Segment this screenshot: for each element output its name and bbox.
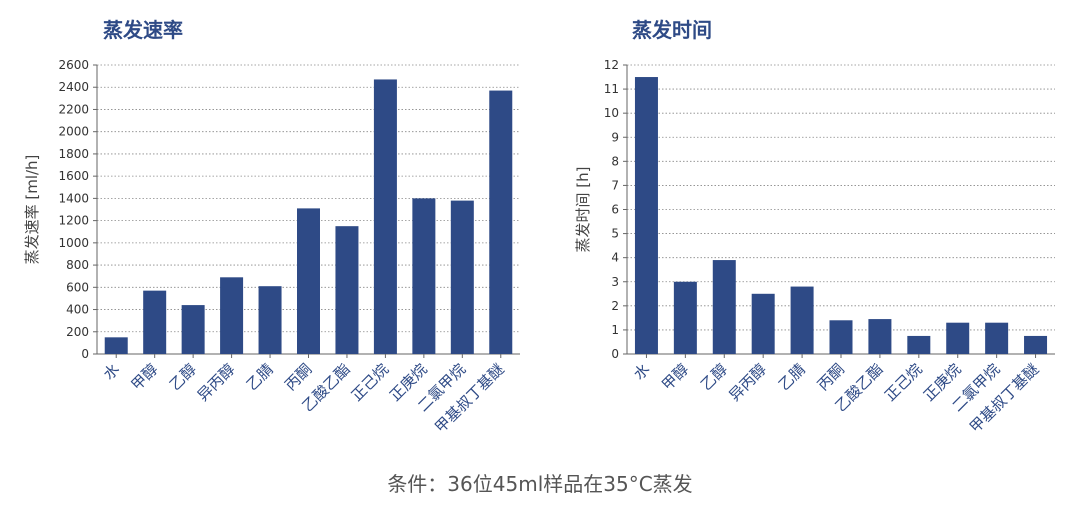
time-category-label: 乙腈 xyxy=(775,360,809,394)
time-y-axis-label: 蒸发时间 [h] xyxy=(574,167,592,253)
rate-bar xyxy=(258,286,282,354)
time-y-tick-label: 6 xyxy=(611,203,619,217)
time-bar xyxy=(1024,335,1048,354)
time-category-label: 异丙醇 xyxy=(725,360,770,405)
rate-bar xyxy=(181,305,205,354)
time-y-tick-label: 4 xyxy=(611,251,619,265)
experiment-condition-caption: 条件：36位45ml样品在35°C蒸发 xyxy=(387,472,693,496)
time-y-tick-label: 11 xyxy=(604,82,619,96)
time-y-tick-label: 12 xyxy=(604,58,619,72)
rate-bar xyxy=(104,337,128,354)
rate-category-label: 异丙醇 xyxy=(194,360,239,405)
time-category-label: 甲醇 xyxy=(658,360,692,394)
rate-y-tick-label: 200 xyxy=(66,325,89,339)
time-y-tick-label: 9 xyxy=(611,130,619,144)
rate-bar xyxy=(373,79,397,354)
time-y-tick-label: 0 xyxy=(611,347,619,361)
time-category-label: 丙酮 xyxy=(814,360,848,394)
evaporation-time-chart-title: 蒸发时间 xyxy=(632,18,712,42)
time-y-tick-label: 7 xyxy=(611,178,619,192)
rate-y-tick-label: 400 xyxy=(66,303,89,317)
time-bar xyxy=(907,335,931,354)
rate-bar xyxy=(335,226,359,354)
rate-y-tick-label: 2200 xyxy=(58,102,89,116)
rate-bar xyxy=(143,290,167,354)
rate-y-tick-label: 1600 xyxy=(58,169,89,183)
time-y-tick-label: 8 xyxy=(611,154,619,168)
rate-y-tick-label: 600 xyxy=(66,280,89,294)
time-category-label: 水 xyxy=(630,360,653,383)
rate-y-tick-label: 1200 xyxy=(58,214,89,228)
rate-y-tick-label: 2400 xyxy=(58,80,89,94)
rate-bar xyxy=(450,200,474,354)
rate-category-label: 丙酮 xyxy=(281,360,315,394)
time-y-tick-label: 10 xyxy=(604,106,619,120)
time-bar xyxy=(868,319,892,354)
rate-y-tick-label: 1400 xyxy=(58,191,89,205)
time-bar xyxy=(673,281,697,354)
time-bar xyxy=(712,260,736,354)
time-y-tick-label: 5 xyxy=(611,227,619,241)
evaporation-rate-chart: 0 200 400 600 800 1000 1200 1400 1600 1800 2000 220… xyxy=(23,58,520,436)
time-category-label: 乙醇 xyxy=(697,360,731,394)
time-bar xyxy=(829,320,853,354)
rate-category-label: 正己烷 xyxy=(348,360,393,405)
time-bar xyxy=(790,286,814,354)
rate-bar xyxy=(412,198,436,354)
time-category-label: 正己烷 xyxy=(881,360,926,405)
evaporation-rate-chart-title: 蒸发速率 xyxy=(103,18,183,42)
rate-category-label: 乙腈 xyxy=(243,360,277,394)
rate-category-label: 乙醇 xyxy=(166,360,200,394)
time-y-tick-label: 1 xyxy=(611,323,619,337)
rate-category-label: 水 xyxy=(100,360,123,383)
rate-bar xyxy=(220,277,244,354)
rate-y-tick-label: 2000 xyxy=(58,125,89,139)
rate-y-tick-label: 0 xyxy=(81,347,89,361)
time-bar xyxy=(946,322,970,354)
time-y-tick-label: 2 xyxy=(611,299,619,313)
time-bar xyxy=(985,322,1009,354)
rate-y-axis-label: 蒸发速率 [ml/h] xyxy=(23,155,41,265)
rate-y-tick-label: 2600 xyxy=(58,58,89,72)
rate-bar xyxy=(297,208,320,354)
rate-y-tick-label: 800 xyxy=(66,258,89,272)
time-bar xyxy=(634,77,658,355)
time-bar xyxy=(751,293,775,354)
rate-category-label: 甲醇 xyxy=(128,360,162,394)
rate-y-tick-label: 1800 xyxy=(58,147,89,161)
rate-bar xyxy=(489,90,513,355)
rate-y-tick-label: 1000 xyxy=(58,236,89,250)
time-y-tick-label: 3 xyxy=(611,275,619,289)
